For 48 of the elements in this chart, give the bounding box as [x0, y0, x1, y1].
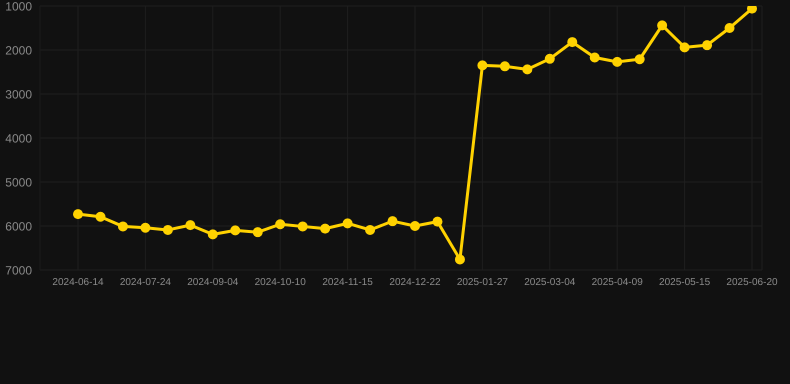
point	[657, 20, 668, 30]
point	[702, 40, 712, 50]
point	[118, 221, 128, 232]
point	[388, 216, 398, 226]
point	[342, 218, 353, 228]
x-tick-label: 2025-06-20	[726, 277, 778, 288]
point	[185, 220, 196, 230]
x-tick-label: 2024-10-10	[254, 277, 306, 288]
x-tick-label: 2024-07-24	[120, 277, 172, 288]
point	[680, 42, 690, 52]
point	[365, 224, 376, 235]
point	[275, 219, 286, 230]
point	[477, 60, 488, 70]
point	[500, 61, 510, 72]
point	[162, 224, 173, 235]
y-tick-label: 7000	[5, 263, 32, 278]
point	[724, 23, 735, 33]
point	[95, 212, 106, 222]
point	[252, 227, 263, 238]
y-tick-label: 6000	[5, 219, 32, 234]
point	[590, 52, 600, 62]
x-tick-label: 2024-11-15	[322, 277, 374, 288]
x-tick-label: 2024-09-04	[187, 277, 239, 288]
x-tick-label: 2025-01-27	[456, 277, 508, 288]
x-tick-label: 2025-04-09	[592, 277, 644, 288]
point	[298, 221, 308, 232]
point	[410, 221, 420, 231]
point	[73, 209, 83, 220]
point	[522, 64, 532, 74]
point	[567, 37, 578, 48]
point	[230, 225, 240, 236]
y-tick-label: 2000	[5, 43, 32, 58]
y-tick-label: 3000	[5, 87, 32, 102]
point	[320, 224, 330, 234]
point	[634, 54, 645, 64]
x-tick-label: 2025-03-04	[524, 277, 576, 288]
point	[454, 254, 465, 264]
point	[432, 216, 442, 227]
x-tick-label: 2025-05-15	[659, 277, 711, 288]
y-tick-label: 1000	[5, 0, 32, 14]
point	[140, 222, 150, 233]
x-tick-label: 2024-12-22	[389, 277, 442, 288]
x-tick-label: 2024-06-14	[52, 277, 104, 288]
y-tick-label: 5000	[5, 175, 32, 190]
y-tick-label: 4000	[5, 131, 32, 146]
point	[208, 229, 218, 240]
point	[612, 56, 622, 67]
point	[544, 54, 555, 64]
